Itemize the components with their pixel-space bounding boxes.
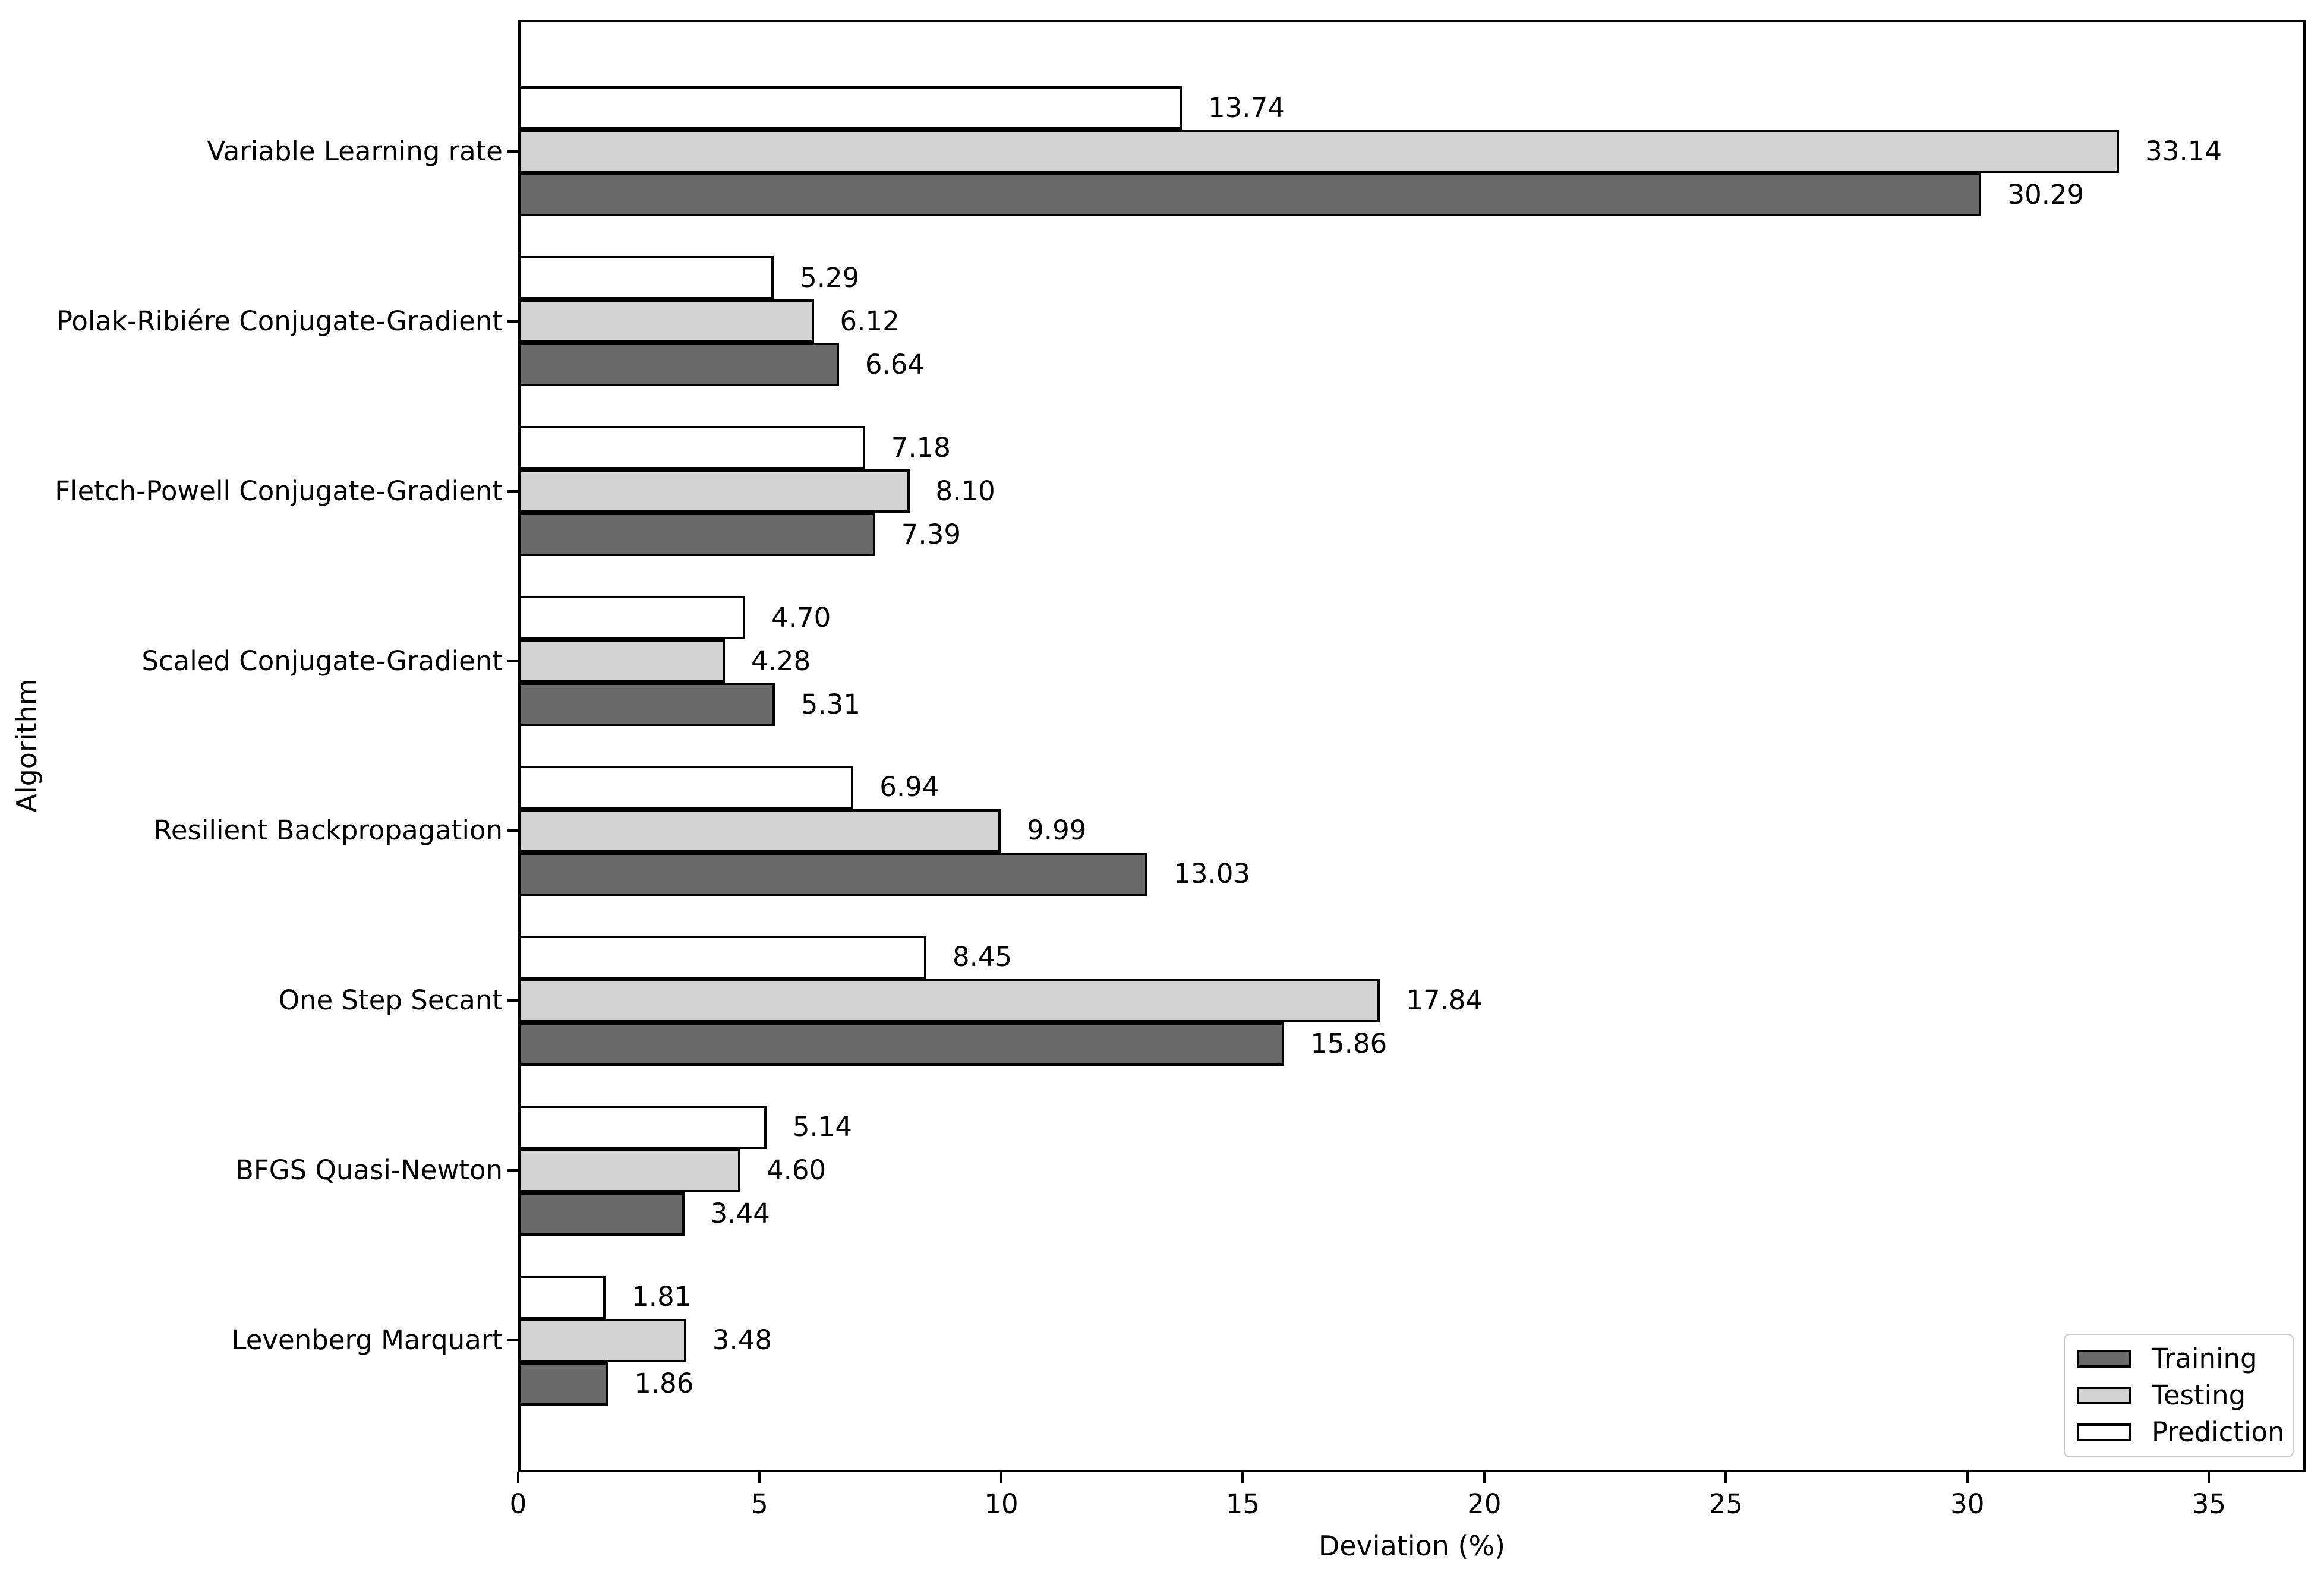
bar-testing-fletch-powell-conjugate-gradient [518, 469, 910, 513]
x-axis-title: Deviation (%) [1318, 1530, 1506, 1562]
bar-testing-polak-ribi-re-conjugate-gradient [518, 299, 814, 343]
y-tick-mark [507, 150, 518, 153]
bar-testing-scaled-conjugate-gradient [518, 639, 725, 683]
x-tick-mark [999, 1472, 1002, 1483]
x-tick-mark [758, 1472, 761, 1483]
bar-training-fletch-powell-conjugate-gradient [518, 513, 875, 557]
bar-value-label: 6.64 [865, 348, 925, 380]
y-tick-label-levenberg-marquart: Levenberg Marquart [231, 1324, 503, 1356]
bar-value-label: 6.94 [879, 771, 939, 803]
y-tick-mark [507, 320, 518, 323]
bar-value-label: 4.60 [766, 1154, 827, 1186]
legend-item-testing: Testing [2077, 1379, 2293, 1412]
legend-swatch-prediction-icon [2077, 1423, 2131, 1441]
bar-value-label: 1.86 [634, 1368, 694, 1400]
legend-swatch-training-icon [2077, 1350, 2131, 1368]
bar-prediction-fletch-powell-conjugate-gradient [518, 426, 865, 470]
bar-value-label: 13.03 [1174, 858, 1251, 890]
bar-value-label: 30.29 [2007, 178, 2085, 210]
bar-value-label: 9.99 [1027, 815, 1087, 847]
x-tick-label-25: 25 [1708, 1488, 1743, 1520]
legend-item-prediction: Prediction [2077, 1416, 2293, 1449]
bar-prediction-polak-ribi-re-conjugate-gradient [518, 256, 774, 300]
x-tick-label-30: 30 [1950, 1488, 1985, 1520]
bar-value-label: 13.74 [1208, 91, 1285, 124]
x-tick-mark [1483, 1472, 1486, 1483]
bar-value-label: 15.86 [1310, 1028, 1388, 1060]
x-tick-label-10: 10 [984, 1488, 1018, 1520]
x-tick-mark [1966, 1472, 1969, 1483]
bar-testing-one-step-secant [518, 978, 1380, 1022]
y-tick-mark [507, 829, 518, 832]
bar-value-label: 5.31 [800, 688, 860, 720]
x-tick-mark [2208, 1472, 2211, 1483]
bar-testing-variable-learning-rate [518, 130, 2120, 173]
y-tick-label-resilient-backpropagation: Resilient Backpropagation [153, 815, 503, 847]
bar-value-label: 3.44 [710, 1198, 770, 1230]
plot-area: Deviation (%) Variable Learning rate 13.7… [55, 20, 2306, 1562]
bar-training-resilient-backpropagation [518, 852, 1148, 896]
bar-value-label: 7.18 [891, 431, 951, 463]
y-tick-label-bfgs-quasi-newton: BFGS Quasi-Newton [235, 1154, 503, 1186]
bar-prediction-variable-learning-rate [518, 86, 1183, 130]
bar-prediction-levenberg-marquart [518, 1275, 606, 1319]
y-tick-label-polak-ribi-re-conjugate-gradient: Polak-Ribiére Conjugate-Gradient [56, 305, 503, 337]
bar-value-label: 8.10 [935, 475, 995, 507]
y-axis-title: Algorithm [11, 678, 43, 813]
legend: Training Testing Prediction [2064, 1334, 2294, 1457]
y-tick-label-fletch-powell-conjugate-gradient: Fletch-Powell Conjugate-Gradient [55, 475, 503, 507]
bar-training-bfgs-quasi-newton [518, 1192, 685, 1236]
bar-value-label: 33.14 [2145, 135, 2222, 167]
x-tick-mark [1241, 1472, 1244, 1483]
bar-value-label: 1.81 [632, 1281, 692, 1313]
bar-training-polak-ribi-re-conjugate-gradient [518, 343, 839, 387]
y-tick-mark [507, 490, 518, 493]
bar-training-scaled-conjugate-gradient [518, 683, 775, 727]
bar-training-one-step-secant [518, 1022, 1285, 1066]
bar-prediction-one-step-secant [518, 935, 926, 979]
x-tick-mark [517, 1472, 519, 1483]
bar-training-levenberg-marquart [518, 1362, 608, 1406]
bar-value-label: 5.29 [800, 261, 860, 293]
y-tick-mark [507, 1169, 518, 1172]
bar-value-label: 4.28 [751, 645, 811, 677]
bar-value-label: 6.12 [840, 305, 900, 337]
bar-value-label: 5.14 [792, 1111, 853, 1143]
x-tick-label-15: 15 [1225, 1488, 1260, 1520]
bar-value-label: 4.70 [771, 601, 831, 633]
bar-testing-levenberg-marquart [518, 1318, 686, 1362]
bar-prediction-resilient-backpropagation [518, 765, 854, 809]
x-tick-label-35: 35 [2191, 1488, 2227, 1520]
x-tick-label-0: 0 [509, 1488, 527, 1520]
legend-label-training: Training [2152, 1343, 2257, 1374]
legend-swatch-testing-icon [2077, 1387, 2131, 1404]
bar-prediction-scaled-conjugate-gradient [518, 596, 746, 640]
bar-value-label: 7.39 [901, 518, 961, 550]
y-tick-label-scaled-conjugate-gradient: Scaled Conjugate-Gradient [141, 645, 503, 677]
x-tick-label-5: 5 [751, 1488, 768, 1520]
y-tick-mark [507, 1339, 518, 1342]
bar-value-label: 3.48 [712, 1324, 772, 1356]
y-tick-label-variable-learning-rate: Variable Learning rate [207, 135, 503, 167]
x-tick-mark [1724, 1472, 1727, 1483]
y-tick-mark [507, 659, 518, 662]
bar-training-variable-learning-rate [518, 173, 1982, 217]
x-tick-label-20: 20 [1467, 1488, 1502, 1520]
legend-label-prediction: Prediction [2152, 1416, 2285, 1448]
legend-item-training: Training [2077, 1342, 2293, 1375]
bar-prediction-bfgs-quasi-newton [518, 1105, 767, 1149]
bar-testing-resilient-backpropagation [518, 809, 1001, 853]
legend-label-testing: Testing [2152, 1379, 2246, 1411]
y-tick-mark [507, 999, 518, 1002]
bar-value-label: 8.45 [952, 941, 1013, 973]
bar-value-label: 17.84 [1406, 984, 1483, 1016]
bar-testing-bfgs-quasi-newton [518, 1148, 740, 1192]
y-tick-label-one-step-secant: One Step Secant [278, 984, 503, 1016]
